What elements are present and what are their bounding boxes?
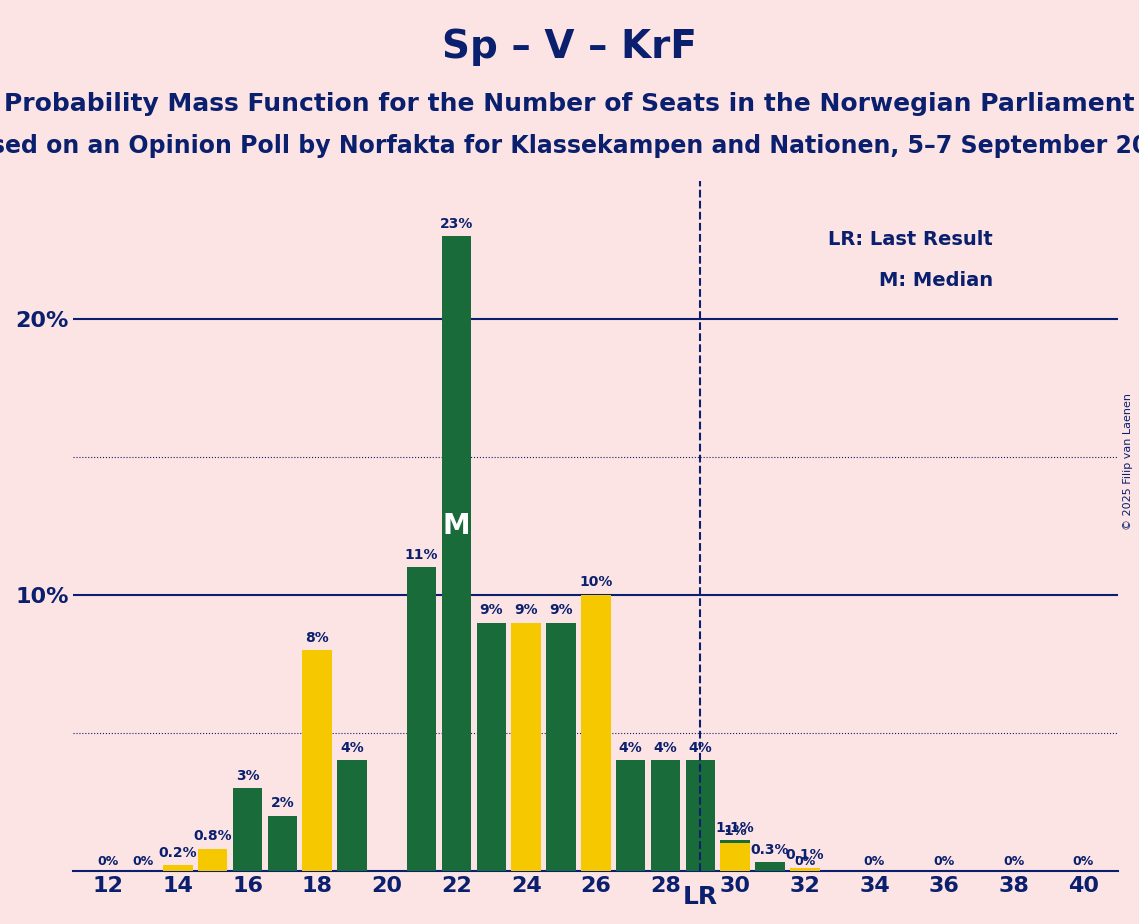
Text: 0%: 0% [794,855,816,868]
Text: 0%: 0% [863,855,885,868]
Bar [616,760,646,870]
Text: Probability Mass Function for the Number of Seats in the Norwegian Parliament: Probability Mass Function for the Number… [5,92,1134,116]
Text: Based on an Opinion Poll by Norfakta for Klassekampen and Nationen, 5–7 Septembe: Based on an Opinion Poll by Norfakta for… [0,134,1139,158]
Bar [302,650,331,870]
Text: 1.1%: 1.1% [715,821,754,835]
Bar [232,788,262,870]
Bar [755,862,785,870]
Bar [511,623,541,870]
Bar [581,595,611,870]
Text: 0.8%: 0.8% [194,829,232,844]
Bar [163,865,192,870]
Text: 4%: 4% [654,741,678,755]
Text: 0%: 0% [1073,855,1095,868]
Bar [720,841,749,870]
Bar [337,760,367,870]
Text: LR: Last Result: LR: Last Result [828,229,993,249]
Text: 0%: 0% [1003,855,1024,868]
Text: © 2025 Filip van Laenen: © 2025 Filip van Laenen [1123,394,1133,530]
Text: 3%: 3% [236,769,260,783]
Text: M: M [443,512,470,540]
Bar [686,760,715,870]
Bar [476,623,506,870]
Bar [198,849,228,870]
Text: LR: LR [682,884,718,908]
Text: 9%: 9% [549,603,573,617]
Bar [407,567,436,870]
Text: M: Median: M: Median [879,271,993,290]
Text: 0%: 0% [98,855,118,868]
Bar [790,868,820,870]
Bar [720,844,749,870]
Text: Sp – V – KrF: Sp – V – KrF [442,28,697,66]
Text: 0.3%: 0.3% [751,843,789,857]
Bar [650,760,680,870]
Text: 0.1%: 0.1% [786,848,825,862]
Bar [268,816,297,870]
Text: 2%: 2% [270,796,294,810]
Text: 9%: 9% [480,603,503,617]
Text: 10%: 10% [579,576,613,590]
Text: 1%: 1% [723,823,747,838]
Text: 9%: 9% [515,603,538,617]
Text: 8%: 8% [305,631,329,645]
Text: 0%: 0% [132,855,154,868]
Text: 0%: 0% [934,855,954,868]
Text: 4%: 4% [618,741,642,755]
Bar [547,623,576,870]
Text: 4%: 4% [688,741,712,755]
Text: 4%: 4% [341,741,363,755]
Text: 23%: 23% [440,217,473,231]
Text: 11%: 11% [405,548,439,562]
Text: 0.2%: 0.2% [158,845,197,859]
Bar [442,237,472,870]
